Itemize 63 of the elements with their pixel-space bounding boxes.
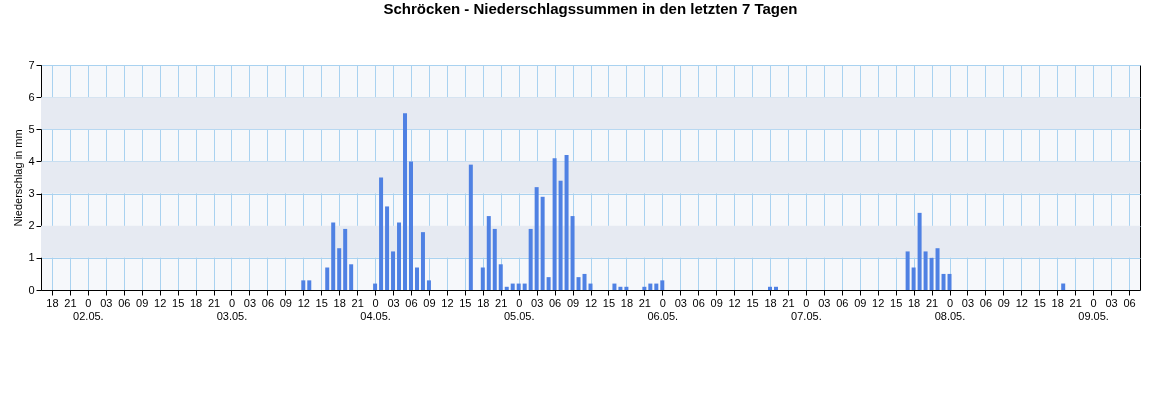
x-tick-label: 18 [764, 296, 777, 309]
x-tick-label: 06 [979, 296, 993, 309]
x-tick-label: 09 [566, 296, 580, 309]
y-tick-label: 3 [28, 187, 35, 200]
x-tick-label: 15 [315, 296, 328, 309]
x-tick-label: 15 [459, 296, 472, 309]
x-tick-label: 15 [890, 296, 903, 309]
x-tick-label: 06 [836, 296, 849, 309]
x-tick-label: 03 [818, 296, 831, 309]
x-tick-label: 06 [405, 296, 418, 309]
x-tick-label: 09 [279, 296, 292, 309]
x-tick-label: 06 [118, 296, 131, 309]
x-tick-label: 06 [1123, 296, 1136, 309]
x-tick-label: 03 [243, 296, 257, 309]
x-tick-label: 12 [154, 296, 167, 309]
x-tick-label: 03 [531, 296, 544, 309]
x-tick-label: 12 [872, 296, 885, 309]
x-tick-label: 21 [64, 296, 77, 309]
x-tick-label: 21 [782, 296, 795, 309]
x-tick-label: 18 [907, 296, 921, 309]
x-tick-label: 21 [207, 296, 221, 309]
x-tick-label: 03 [100, 296, 113, 309]
x-tick-label: 18 [46, 296, 59, 309]
x-tick-label: 03 [1105, 296, 1118, 309]
y-axis-title: Niederschlag in mm [12, 129, 25, 227]
x-tick-label: 21 [638, 296, 651, 309]
y-tick-label: 7 [28, 58, 35, 71]
x-tick-label: 06 [548, 296, 562, 309]
y-tick-label: 1 [28, 251, 35, 264]
x-tick-label: 15 [172, 296, 185, 309]
y-tick-label: 0 [28, 283, 35, 296]
x-tick-label: 21 [1069, 296, 1082, 309]
x-tick-label: 18 [1051, 296, 1064, 309]
x-tick-label: 12 [441, 296, 454, 309]
x-tick-label: 18 [333, 296, 346, 309]
x-tick-label: 12 [1015, 296, 1028, 309]
x-tick-label: 21 [495, 296, 508, 309]
y-tick-label: 2 [28, 219, 35, 232]
y-tick-label: 6 [28, 90, 35, 103]
x-tick-label: 03 [961, 296, 975, 309]
x-tick-label: 18 [620, 296, 634, 309]
y-tick-label: 4 [28, 154, 35, 167]
x-tick-label: 09 [854, 296, 867, 309]
x-tick-label: 21 [351, 296, 364, 309]
x-tick-label: 15 [746, 296, 759, 309]
x-tick-label: 12 [297, 296, 310, 309]
x-tick-label: 18 [477, 296, 490, 309]
x-tick-label: 12 [584, 296, 598, 309]
x-tick-label: 09 [423, 296, 436, 309]
x-tick-label: 15 [602, 296, 616, 309]
x-tick-label: 06 [692, 296, 705, 309]
x-tick-label: 09 [997, 296, 1010, 309]
x-tick-label: 15 [1033, 296, 1046, 309]
x-tick-label: 03 [387, 296, 400, 309]
x-tick-label: 18 [189, 296, 203, 309]
x-tick-label: 03 [674, 296, 687, 309]
x-tick-label: 12 [728, 296, 741, 309]
chart-title: Schröcken - Niederschlagssummen in den letzten 7 Tagen [383, 0, 798, 17]
y-tick-label: 5 [28, 122, 35, 135]
x-tick-label: 06 [261, 296, 275, 309]
x-tick-label: 09 [136, 296, 149, 309]
x-tick-label: 21 [925, 296, 939, 309]
x-tick-label: 09 [710, 296, 723, 309]
